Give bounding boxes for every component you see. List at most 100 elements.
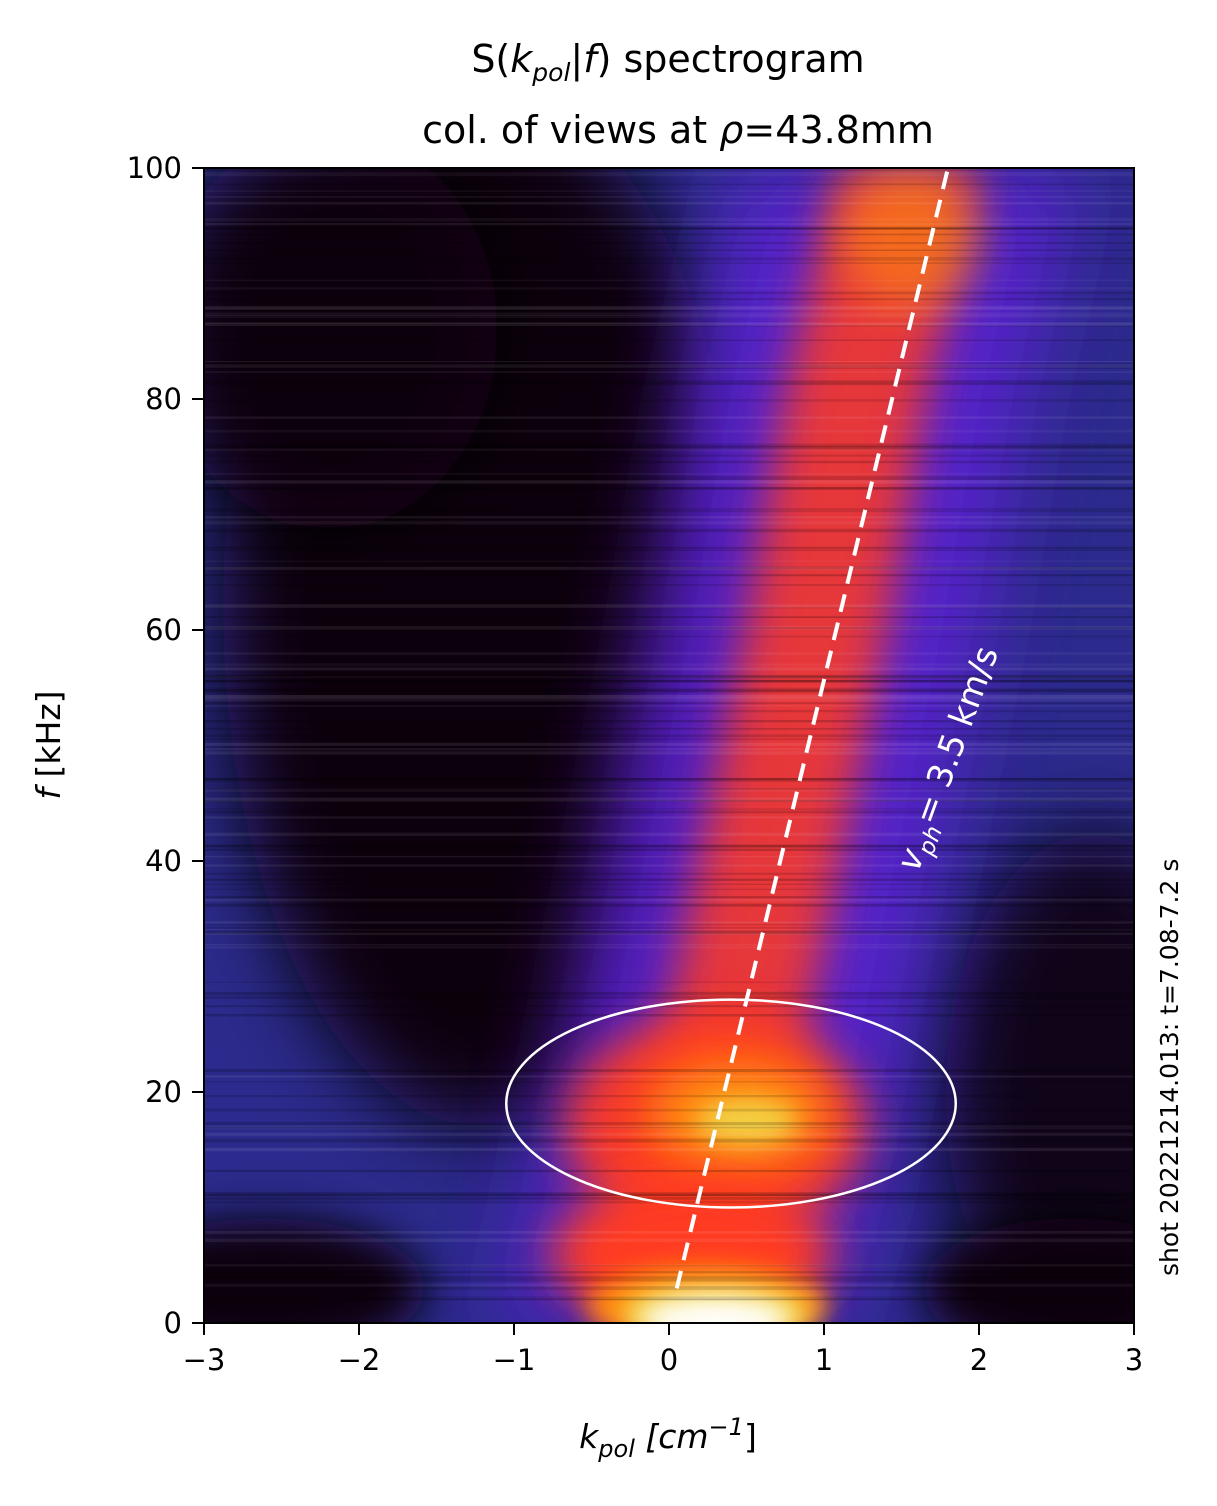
x-tick-label: 1 <box>815 1343 833 1377</box>
noise-stripe <box>204 921 1134 924</box>
noise-stripe <box>204 1005 1134 1008</box>
phase-velocity-dashed-line <box>674 168 950 1289</box>
noise-stripe <box>204 307 1134 310</box>
noise-stripe <box>204 1194 1134 1196</box>
noise-stripe <box>204 816 1134 819</box>
noise-stripe <box>204 1014 1134 1017</box>
noise-stripe <box>204 448 1134 451</box>
shot-info-note: shot 20221214.013: t=7.08-7.2 s <box>1155 859 1184 1276</box>
noise-stripe <box>204 473 1134 475</box>
noise-stripe <box>204 1238 1134 1243</box>
noise-stripe <box>204 399 1134 402</box>
x-tick-label: −3 <box>183 1343 226 1377</box>
x-tick-label: 0 <box>660 1343 678 1377</box>
noise-stripe <box>204 864 1134 867</box>
noise-stripe <box>204 305 1134 310</box>
region-ellipse <box>505 998 957 1209</box>
noise-stripe <box>204 361 1134 363</box>
noise-stripe <box>204 183 1134 186</box>
noise-stripe <box>204 508 1134 513</box>
noise-stripe <box>204 190 1134 193</box>
noise-stripe <box>204 364 1134 368</box>
x-axis-label: kpol [cm−1] <box>579 1413 757 1463</box>
noise-stripe <box>204 674 1134 679</box>
noise-stripe <box>204 899 1134 902</box>
noise-stripe <box>204 1075 1134 1078</box>
noise-stripe <box>204 291 1134 295</box>
noise-stripe <box>204 878 1134 881</box>
noise-stripe <box>204 705 1134 707</box>
noise-stripe <box>204 667 1134 671</box>
noise-stripe <box>204 312 1134 316</box>
noise-stripe <box>204 1276 1134 1279</box>
noise-stripe <box>204 487 1134 490</box>
noise-stripe <box>204 1192 1134 1197</box>
noise-stripe <box>204 566 1134 570</box>
noise-stripe <box>204 1283 1134 1288</box>
noise-stripe <box>204 927 1134 929</box>
noise-stripe <box>204 607 1134 609</box>
noise-stripe <box>204 1138 1134 1143</box>
noise-stripe <box>204 604 1134 609</box>
noise-stripe <box>204 443 1134 448</box>
y-tick-label: 80 <box>145 382 182 416</box>
noise-stripe <box>204 460 1134 464</box>
noise-stripe <box>204 196 1134 198</box>
x-tick-label: 3 <box>1125 1343 1143 1377</box>
noise-stripe <box>204 844 1134 847</box>
noise-stripe <box>204 226 1134 229</box>
noise-stripe <box>204 1095 1134 1098</box>
heat-dark-upper-left <box>204 168 498 530</box>
noise-stripe <box>204 249 1134 251</box>
noise-stripe <box>204 549 1134 551</box>
noise-stripe <box>204 797 1134 802</box>
noise-stripe <box>204 689 1134 693</box>
noise-stripe <box>204 1147 1134 1152</box>
noise-stripe <box>204 1069 1134 1073</box>
noise-stripe <box>204 788 1134 790</box>
noise-stripe <box>204 799 1134 802</box>
noise-stripe <box>204 923 1134 925</box>
noise-stripe <box>204 298 1134 301</box>
noise-stripe <box>204 322 1134 324</box>
noise-stripe <box>204 1125 1134 1130</box>
noise-stripe <box>204 287 1134 290</box>
y-tick-label: 100 <box>127 151 182 185</box>
noise-stripe <box>204 981 1134 983</box>
noise-stripe <box>204 679 1134 683</box>
heat-dark-bottom-left <box>204 1218 426 1323</box>
heat-orange-top <box>839 168 980 308</box>
noise-stripe <box>204 454 1134 457</box>
noise-stripe <box>204 1296 1134 1301</box>
noise-stripe <box>204 903 1134 907</box>
noise-stripe <box>204 364 1134 369</box>
noise-stripe <box>204 697 1134 702</box>
noise-stripe <box>204 626 1134 630</box>
noise-stripe <box>204 257 1134 261</box>
noise-stripe <box>204 516 1134 519</box>
noise-stripe <box>204 635 1134 638</box>
y-axis-label: f [kHz] <box>29 690 68 799</box>
noise-stripe <box>204 279 1134 282</box>
noise-stripe <box>204 1132 1134 1136</box>
noise-stripe <box>204 560 1134 562</box>
noise-stripe <box>204 172 1134 177</box>
noise-stripe <box>204 233 1134 236</box>
noise-stripe <box>204 339 1134 341</box>
x-tick-label: 2 <box>970 1343 988 1377</box>
noise-stripe <box>204 738 1134 740</box>
noise-stripe <box>204 848 1134 851</box>
noise-stripe <box>204 675 1134 678</box>
noise-stripe <box>204 694 1134 698</box>
noise-stripe <box>204 702 1134 704</box>
noise-stripe <box>204 855 1134 858</box>
noise-stripe <box>204 929 1134 931</box>
noise-stripe <box>204 734 1134 738</box>
noise-stripe <box>204 788 1134 792</box>
heat-dark-bottom-right <box>922 1218 1134 1323</box>
noise-stripe <box>204 1298 1134 1300</box>
noise-stripe <box>204 380 1134 384</box>
noise-stripe <box>204 778 1134 781</box>
noise-stripe <box>204 888 1134 890</box>
noise-stripe <box>204 242 1134 245</box>
